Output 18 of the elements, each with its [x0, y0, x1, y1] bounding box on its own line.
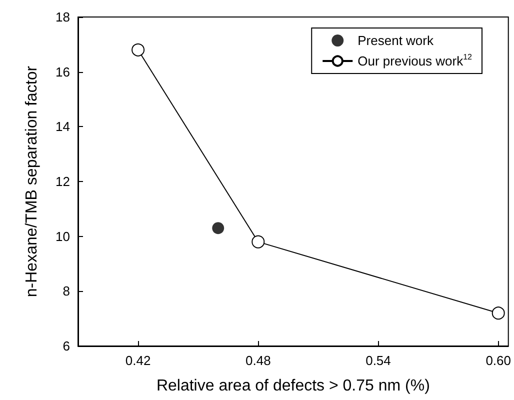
x-tick-label: 0.48 — [245, 353, 271, 368]
point — [252, 235, 265, 248]
x-axis-title: Relative area of defects > 0.75 nm (%) — [156, 378, 430, 394]
y-tick-label: 18 — [56, 10, 70, 24]
point — [132, 43, 145, 56]
point — [212, 222, 224, 234]
y-tick-label: 8 — [62, 284, 70, 299]
y-tick-label: 14 — [56, 119, 70, 134]
y-tick-label: 6 — [62, 338, 70, 354]
x-tick-label: 0.60 — [486, 353, 512, 368]
y-axis-title: n-Hexane/TMB separation factor — [24, 65, 40, 298]
x-tick-label: 0.54 — [366, 353, 391, 368]
point — [492, 306, 505, 320]
y-tick-label: 12 — [56, 174, 70, 189]
x-tick-label: 0.42 — [125, 353, 151, 368]
legend-label: Present work — [358, 33, 434, 48]
y-tick-label: 10 — [56, 228, 70, 244]
y-tick-label: 16 — [56, 64, 70, 80]
